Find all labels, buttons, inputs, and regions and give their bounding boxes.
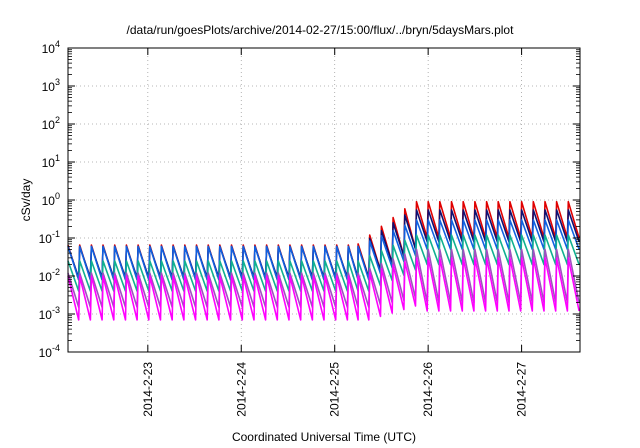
- x-axis-label: Coordinated Universal Time (UTC): [232, 430, 416, 444]
- x-tick-label: 2014-2-24: [234, 362, 248, 417]
- y-tick-label: 100: [42, 191, 60, 208]
- x-tick-label: 2014-2-26: [421, 362, 435, 417]
- x-axis: 2014-2-23 2014-2-24 2014-2-25 2014-2-26 2014…: [141, 48, 529, 417]
- y-tick-label: 104: [42, 39, 60, 56]
- x-tick-label: 2014-2-27: [515, 362, 529, 417]
- y-tick-label: 102: [42, 115, 60, 132]
- chart-title: /data/run/goesPlots/archive/2014-02-27/1…: [127, 23, 515, 37]
- y-tick-label: 10-1: [39, 229, 60, 246]
- y-tick-label: 101: [42, 153, 60, 170]
- y-tick-label: 10-3: [39, 305, 60, 322]
- y-tick-label: 10-2: [39, 267, 60, 284]
- x-tick-label: 2014-2-23: [141, 362, 155, 417]
- y-axis-label: cSv/day: [19, 179, 33, 222]
- y-axis: 10-4 10-3 10-2 10-1 100 101 102 103 104: [39, 39, 580, 360]
- y-tick-label: 103: [42, 77, 60, 94]
- series-group: [67, 200, 580, 321]
- y-tick-label: 10-4: [39, 343, 60, 360]
- series-line-6: [67, 257, 580, 321]
- x-tick-label: 2014-2-25: [328, 362, 342, 417]
